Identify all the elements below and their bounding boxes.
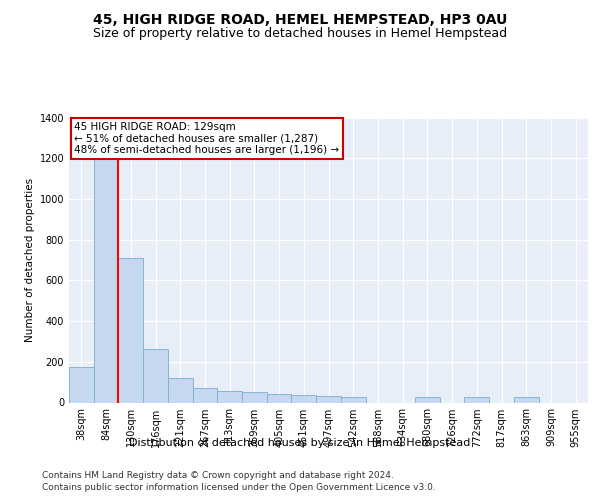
Bar [242,392,267,402]
Bar [267,394,292,402]
Text: Distribution of detached houses by size in Hemel Hempstead: Distribution of detached houses by size … [130,438,470,448]
Text: Size of property relative to detached houses in Hemel Hempstead: Size of property relative to detached ho… [93,28,507,40]
Bar [94,140,118,402]
Bar [292,396,316,402]
Bar [464,398,489,402]
Text: 45 HIGH RIDGE ROAD: 129sqm
← 51% of detached houses are smaller (1,287)
48% of s: 45 HIGH RIDGE ROAD: 129sqm ← 51% of deta… [74,122,340,155]
Bar [168,378,193,402]
Y-axis label: Number of detached properties: Number of detached properties [25,178,35,342]
Bar [415,398,440,402]
Bar [316,396,341,402]
Bar [143,348,168,403]
Bar [118,258,143,402]
Text: Contains HM Land Registry data © Crown copyright and database right 2024.: Contains HM Land Registry data © Crown c… [42,471,394,480]
Bar [341,398,365,402]
Bar [193,388,217,402]
Bar [69,367,94,402]
Text: 45, HIGH RIDGE ROAD, HEMEL HEMPSTEAD, HP3 0AU: 45, HIGH RIDGE ROAD, HEMEL HEMPSTEAD, HP… [93,12,507,26]
Bar [217,392,242,402]
Text: Contains public sector information licensed under the Open Government Licence v3: Contains public sector information licen… [42,483,436,492]
Bar [514,398,539,402]
